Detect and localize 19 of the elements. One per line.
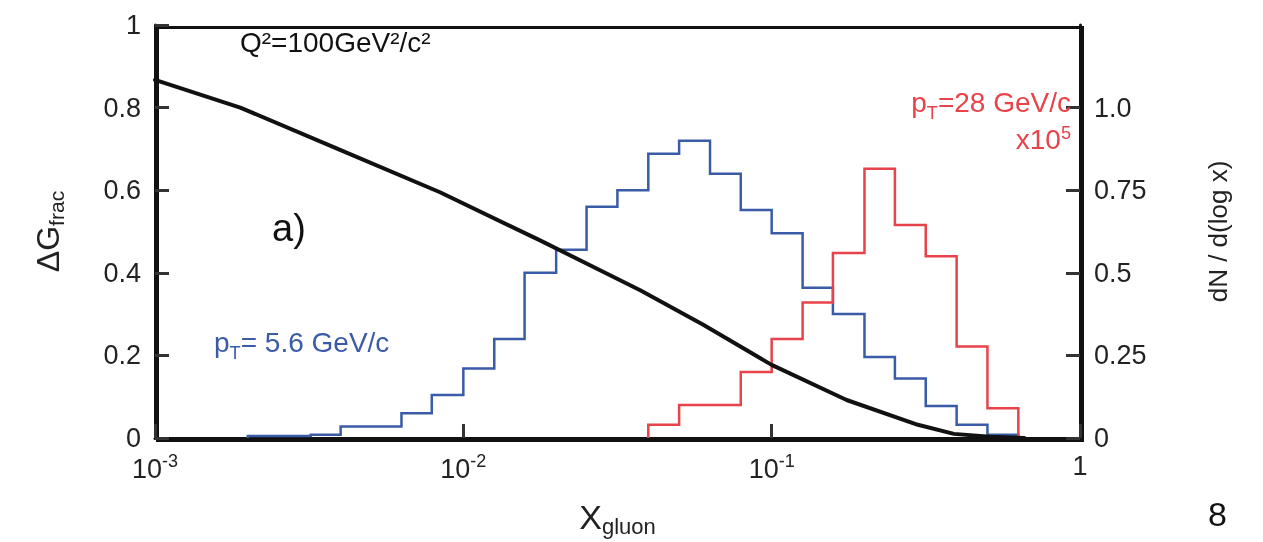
y-tick-label: 0.4 — [103, 257, 141, 288]
y2-tick-label: 0 — [1094, 423, 1110, 453]
series-label: p$_{T}$= 5.6 GeV/c — [214, 327, 390, 363]
y-tick-label: 0 — [125, 423, 141, 453]
series-label: p$_{T}$=28 GeV/c x10$^{5}$ — [911, 87, 1071, 156]
y2-tick-label: 0.25 — [1094, 340, 1147, 371]
y-tick-label: 1 — [125, 10, 141, 40]
y2-tick-label: 0.5 — [1094, 257, 1132, 288]
y2-tick-label: 0.75 — [1094, 175, 1147, 206]
x-tick-label: 1 — [1072, 450, 1088, 481]
annotation: a) — [272, 207, 306, 250]
y-tick-label: 0.2 — [103, 340, 141, 371]
series-label: Q²=100GeV²/c² — [240, 27, 431, 59]
y2-axis-title: dN / d(log x) — [1203, 160, 1233, 303]
y-axis-title: ΔGfrac — [29, 190, 68, 273]
y-tick-label: 0.8 — [103, 92, 141, 123]
y-tick-label: 0.6 — [103, 175, 141, 206]
y2-tick-label: 1.0 — [1094, 92, 1132, 123]
text: 8 — [1208, 495, 1227, 534]
